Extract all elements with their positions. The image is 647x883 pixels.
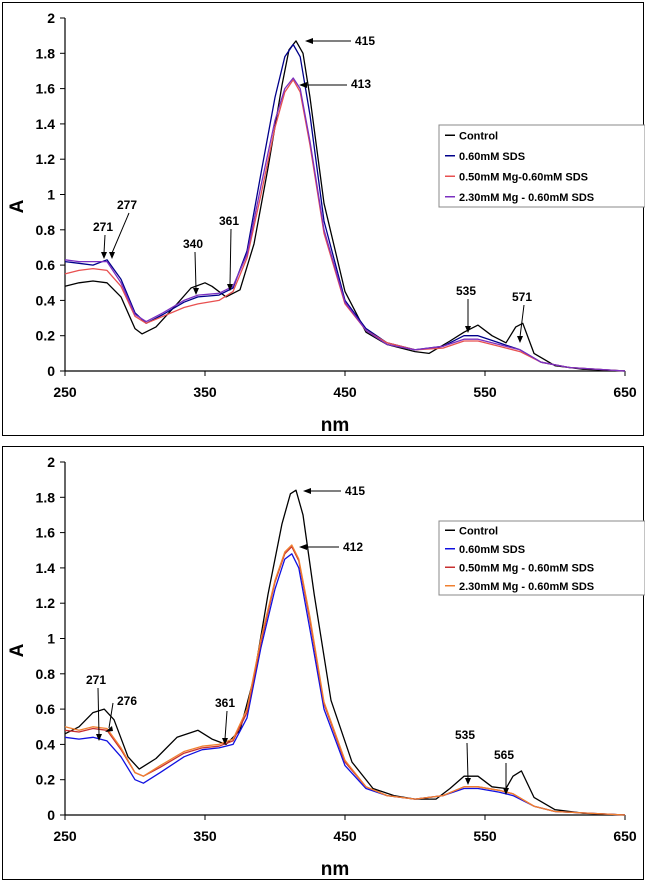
x-tick-label: 450 [333, 384, 357, 400]
y-tick-label: 0.6 [36, 257, 56, 273]
annotation-arrowhead [503, 788, 509, 795]
annotation-label: 571 [512, 290, 532, 304]
y-tick-label: 1 [47, 187, 55, 203]
uv-vis-spectrum-chart-top: 0 0.2 0.4 0.6 0.8 1 1.2 1.4 1.6 1.8 2 250 350 450 550 6… [7, 10, 645, 436]
annotation-leader [466, 742, 469, 780]
x-axis-label: nm [321, 415, 350, 436]
series-line-1 [64, 43, 626, 372]
annotation-arrowhead [227, 284, 233, 291]
legend-label: 0.50mM Mg - 0.60mM SDS [459, 562, 594, 574]
x-tick-label: 550 [473, 384, 497, 400]
chart-panel-top: 0 0.2 0.4 0.6 0.8 1 1.2 1.4 1.6 1.8 2 250 350 450 550 6… [2, 2, 645, 436]
y-tick-label: 0.8 [36, 222, 56, 238]
annotation-arrowhead [109, 252, 115, 259]
y-tick-label: 1 [47, 631, 55, 647]
y-tick-label: 0.4 [36, 736, 56, 752]
y-tick-label: 1.4 [36, 560, 56, 576]
y-axis-label: A [7, 643, 28, 657]
annotation-label: 271 [93, 220, 113, 234]
y-tick-label: 0 [47, 363, 55, 379]
x-tick-label: 250 [53, 828, 77, 844]
series-line-3 [64, 544, 626, 816]
annotation-arrowhead [299, 544, 307, 550]
annotation-label: 413 [351, 77, 371, 91]
y-tick-label: 0 [47, 807, 55, 823]
annotation-arrowhead [305, 38, 313, 44]
y-tick-label: 2 [47, 10, 55, 26]
y-tick-label: 2 [47, 454, 55, 470]
y-tick-label: 0.2 [36, 328, 56, 344]
annotation-arrowhead [105, 726, 113, 732]
annotation-label: 535 [455, 728, 475, 742]
y-tick-label: 1.4 [36, 116, 56, 132]
series-line-3 [64, 77, 626, 372]
annotation-leader [97, 687, 100, 736]
legend-label: 0.60mM SDS [459, 544, 525, 556]
annotation-label: 361 [215, 696, 235, 710]
annotation-leader [224, 710, 228, 740]
annotation-arrowhead [517, 336, 523, 343]
series-line-1 [64, 553, 626, 816]
annotation-arrowhead [193, 288, 199, 295]
annotation-arrowhead [303, 488, 311, 494]
y-tick-label: 0.4 [36, 292, 56, 308]
uv-vis-spectrum-chart-bottom: 0 0.2 0.4 0.6 0.8 1 1.2 1.4 1.6 1.8 2 250 350 450 550 6… [7, 454, 645, 880]
annotation-label: 271 [86, 673, 106, 687]
x-tick-label: 350 [193, 828, 217, 844]
series-line-2 [64, 79, 626, 372]
annotation-label: 415 [345, 484, 365, 498]
annotation-arrowhead [465, 326, 471, 333]
legend-box [438, 124, 645, 208]
annotation-arrowhead [222, 738, 228, 745]
y-tick-label: 0.8 [36, 666, 56, 682]
annotation-arrowhead [465, 778, 471, 785]
legend-label: 2.30mM Mg - 0.60mM SDS [459, 581, 594, 593]
y-tick-label: 1.6 [36, 81, 56, 97]
x-tick-label: 550 [473, 828, 497, 844]
x-tick-label: 350 [193, 384, 217, 400]
annotation-label: 340 [183, 237, 203, 251]
annotation-label: 276 [117, 694, 137, 708]
legend-box [438, 520, 645, 596]
annotation-label: 277 [117, 198, 137, 212]
annotation-leader [108, 702, 114, 729]
legend-label: Control [459, 525, 498, 537]
y-tick-label: 1.2 [36, 595, 56, 611]
y-tick-label: 0.6 [36, 701, 56, 717]
x-tick-label: 450 [333, 828, 357, 844]
annotation-arrowhead [101, 252, 107, 259]
annotation-leader [194, 251, 197, 290]
x-tick-label: 650 [613, 384, 637, 400]
y-tick-label: 1.6 [36, 525, 56, 541]
annotation-label: 412 [343, 540, 363, 554]
annotation-label: 565 [494, 748, 514, 762]
legend-label: 0.60mM SDS [459, 151, 525, 163]
annotation-arrowhead [96, 734, 102, 741]
y-tick-label: 1.2 [36, 151, 56, 167]
x-axis-label: nm [321, 859, 350, 880]
x-tick-label: 650 [613, 828, 637, 844]
legend-label: 2.30mM Mg - 0.60mM SDS [459, 192, 594, 204]
y-tick-label: 1.8 [36, 45, 56, 61]
annotation-leader [111, 212, 130, 254]
x-tick-label: 250 [53, 384, 77, 400]
annotation-leader [229, 228, 232, 286]
legend-label: Control [459, 130, 498, 142]
y-axis-label: A [7, 199, 28, 213]
annotation-label: 361 [219, 214, 239, 228]
chart-panel-bottom: 0 0.2 0.4 0.6 0.8 1 1.2 1.4 1.6 1.8 2 250 350 450 550 6… [2, 446, 645, 880]
y-tick-label: 1.8 [36, 489, 56, 505]
annotation-leader [103, 234, 106, 254]
annotation-label: 415 [355, 34, 375, 48]
annotation-arrowhead [299, 82, 307, 88]
annotation-leader [519, 304, 525, 338]
series-line-0 [64, 40, 626, 372]
legend-label: 0.50mM Mg-0.60mM SDS [459, 171, 588, 183]
y-tick-label: 0.2 [36, 772, 56, 788]
annotation-label: 535 [456, 284, 476, 298]
